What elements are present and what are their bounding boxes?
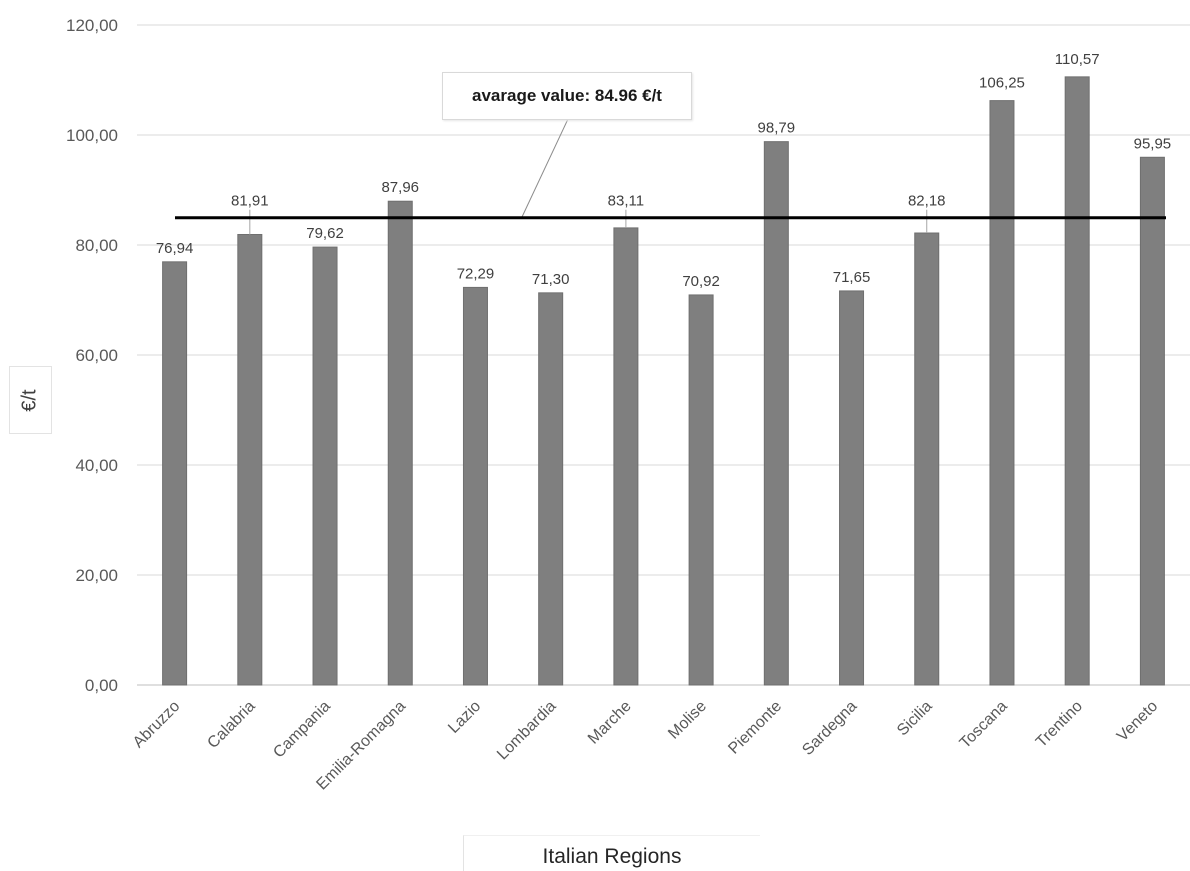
x-category-label: Piemonte (725, 698, 785, 758)
bar (162, 261, 188, 686)
y-tick-label: 0,00 (85, 676, 118, 695)
bar (688, 294, 714, 686)
data-label: 81,91 (231, 193, 269, 210)
y-tick-label: 40,00 (75, 456, 118, 475)
gridlines (137, 24, 1190, 686)
data-label: 83,11 (608, 193, 644, 210)
average-callout: avarage value: 84.96 €/t (442, 72, 692, 120)
data-label: 95,95 (1134, 135, 1172, 152)
bar (538, 292, 564, 686)
bars (162, 76, 1165, 686)
bar (312, 246, 338, 686)
bar (1064, 76, 1090, 686)
x-category-label: Campania (270, 698, 334, 762)
x-axis-title-text: Italian Regions (542, 845, 682, 868)
bar (989, 100, 1015, 686)
y-tick-label: 60,00 (75, 346, 118, 365)
x-category-label: Sardegna (799, 698, 860, 759)
bar (763, 141, 789, 686)
data-label: 76,94 (156, 240, 194, 257)
data-label: 110,57 (1055, 51, 1100, 68)
data-label: 71,30 (532, 271, 570, 288)
data-label: 82,18 (908, 193, 946, 210)
x-category-label: Sicilia (894, 698, 936, 740)
data-labels: 76,94 81,91 79,62 87,96 72,29 71,30 83,11 70,92… (156, 51, 1171, 290)
x-category-label: Molise (665, 698, 710, 743)
bar (462, 286, 488, 686)
bar (1139, 156, 1165, 686)
data-label: 79,62 (306, 225, 344, 242)
data-label-leaders (249, 209, 928, 235)
y-tick-label: 120,00 (66, 16, 118, 35)
data-label: 72,29 (457, 265, 495, 282)
x-axis-title: Italian Regions (463, 835, 760, 871)
bar (237, 233, 263, 686)
data-label: 98,79 (758, 120, 796, 137)
y-axis-ticks: 0,00 20,00 40,00 60,00 80,00 100,00 120,00 (66, 16, 118, 695)
x-category-label: Lazio (445, 698, 484, 737)
bar (839, 290, 865, 686)
data-label: 106,25 (979, 75, 1025, 92)
bar (914, 232, 940, 686)
y-tick-label: 80,00 (75, 236, 118, 255)
y-tick-label: 100,00 (66, 126, 118, 145)
y-tick-label: 20,00 (75, 566, 118, 585)
x-category-label: Veneto (1114, 698, 1161, 745)
x-category-label: Lombardia (494, 698, 560, 764)
average-callout-text: avarage value: 84.96 €/t (472, 86, 662, 105)
x-category-label: Trentino (1033, 698, 1086, 751)
data-label: 71,65 (833, 269, 871, 286)
y-axis-title: €/t (9, 366, 52, 434)
data-label: 70,92 (682, 273, 720, 290)
x-category-label: Calabria (204, 698, 258, 752)
y-axis-title-text: €/t (19, 388, 41, 412)
x-category-label: Abruzzo (130, 698, 184, 752)
x-category-label: Toscana (957, 698, 1011, 752)
average-callout-connector (521, 118, 569, 218)
bar (387, 200, 413, 686)
data-label: 87,96 (381, 179, 419, 196)
bar (613, 227, 639, 686)
x-category-label: Marche (585, 698, 635, 748)
